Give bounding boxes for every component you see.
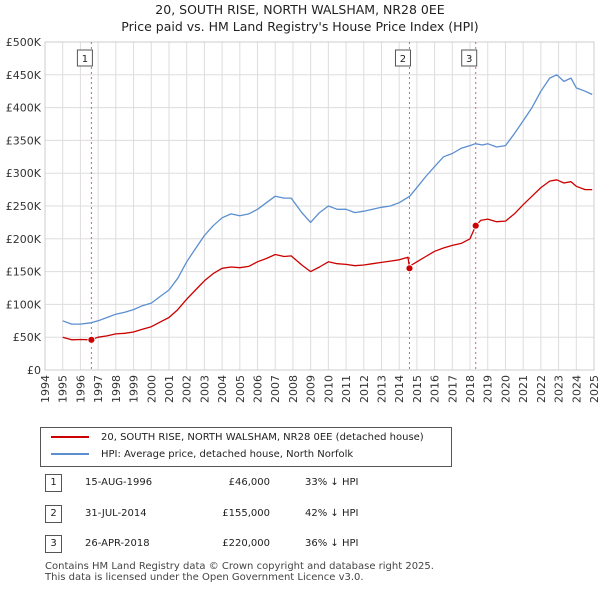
y-tick-label: £400K (6, 102, 42, 115)
x-tick-label: 1997 (92, 375, 105, 403)
sale-marker-badge-label: 1 (82, 54, 88, 65)
x-tick-label: 1996 (74, 375, 87, 403)
legend-item-price-paid: 20, SOUTH RISE, NORTH WALSHAM, NR28 0EE … (51, 430, 424, 446)
x-tick-label: 2009 (305, 375, 318, 403)
footer-copyright: Contains HM Land Registry data © Crown c… (45, 561, 434, 572)
transaction-price: £155,000 (222, 508, 270, 519)
transaction-hpi-diff: 36% ↓ HPI (305, 538, 359, 549)
sale-point (405, 264, 414, 273)
x-tick-label: 2024 (570, 375, 583, 403)
x-tick-label: 2010 (322, 375, 335, 403)
x-tick-label: 2023 (553, 375, 566, 403)
y-tick-label: £350K (6, 134, 42, 147)
sale-marker-badge-label: 3 (466, 54, 472, 65)
x-tick-label: 2020 (499, 375, 512, 403)
sale-marker-badge-label: 2 (400, 54, 406, 65)
x-tick-label: 2011 (340, 375, 353, 403)
plot-frame (44, 41, 595, 371)
chart-title: 20, SOUTH RISE, NORTH WALSHAM, NR28 0EE (155, 2, 445, 17)
x-tick-label: 2013 (375, 375, 388, 403)
legend: 20, SOUTH RISE, NORTH WALSHAM, NR28 0EE … (40, 427, 452, 467)
x-tick-label: 1999 (128, 375, 141, 403)
x-tick-label: 2018 (464, 375, 477, 403)
legend-swatch-price-paid (51, 436, 89, 438)
transaction-date: 15-AUG-1996 (85, 477, 153, 488)
y-tick-label: £500K (6, 36, 42, 49)
x-tick-label: 2005 (234, 375, 247, 403)
x-tick-label: 2008 (287, 375, 300, 403)
sale-point (87, 335, 96, 344)
y-tick-label: £100K (6, 298, 42, 311)
transaction-badge: 1 (45, 474, 62, 492)
y-tick-label: £300K (6, 167, 42, 180)
transaction-badge: 3 (45, 535, 62, 553)
transaction-price: £220,000 (222, 538, 270, 549)
hpi-line (62, 74, 593, 325)
x-tick-label: 2015 (411, 375, 424, 403)
chart-subtitle: Price paid vs. HM Land Registry's House … (121, 19, 479, 34)
x-tick-label: 2019 (482, 375, 495, 403)
legend-label-price-paid: 20, SOUTH RISE, NORTH WALSHAM, NR28 0EE … (101, 432, 424, 443)
legend-item-hpi: HPI: Average price, detached house, Nort… (51, 447, 353, 463)
y-tick-label: £50K (13, 331, 42, 344)
sale-point (471, 221, 480, 230)
footer: Contains HM Land Registry data © Crown c… (45, 561, 434, 583)
footer-licence: This data is licensed under the Open Gov… (45, 572, 364, 583)
y-tick-label: £0 (27, 364, 41, 377)
x-tick-label: 2007 (269, 375, 282, 403)
x-tick-label: 1998 (110, 375, 123, 403)
legend-label-hpi: HPI: Average price, detached house, Nort… (101, 449, 354, 460)
price-chart: £0 £50K £100K £150K £200K £250K £300K £350K £400… (6, 36, 600, 403)
y-tick-label: £200K (6, 233, 42, 246)
x-tick-label: 1994 (39, 375, 52, 403)
sale-marker-badge (76, 49, 93, 67)
y-tick-label: £450K (6, 69, 42, 82)
x-tick-label: 2012 (358, 375, 371, 403)
transaction-badge: 2 (45, 505, 62, 523)
transaction-hpi-diff: 42% ↓ HPI (305, 508, 359, 519)
transaction-price: £46,000 (228, 477, 270, 488)
legend-swatch-hpi (51, 453, 89, 455)
price-paid-line (62, 179, 593, 341)
x-tick-label: 2014 (393, 375, 406, 403)
x-tick-label: 2000 (145, 375, 158, 403)
x-tick-label: 2006 (252, 375, 265, 403)
x-tick-label: 2022 (535, 375, 548, 403)
x-tick-label: 2002 (181, 375, 194, 403)
x-tick-label: 2025 (588, 375, 600, 403)
sale-marker-badge (461, 49, 478, 67)
x-tick-label: 2001 (163, 375, 176, 403)
x-tick-label: 2004 (216, 375, 229, 403)
x-tick-label: 2016 (429, 375, 442, 403)
transaction-date: 31-JUL-2014 (85, 508, 147, 519)
transaction-hpi-diff: 33% ↓ HPI (305, 477, 359, 488)
x-tick-label: 2021 (517, 375, 530, 403)
y-tick-label: £250K (6, 200, 42, 213)
sale-marker-badge (394, 49, 411, 67)
x-tick-label: 2003 (198, 375, 211, 403)
x-tick-label: 1995 (57, 375, 70, 403)
transaction-date: 26-APR-2018 (85, 538, 150, 549)
x-tick-label: 2017 (446, 375, 459, 403)
y-tick-label: £150K (6, 266, 42, 279)
